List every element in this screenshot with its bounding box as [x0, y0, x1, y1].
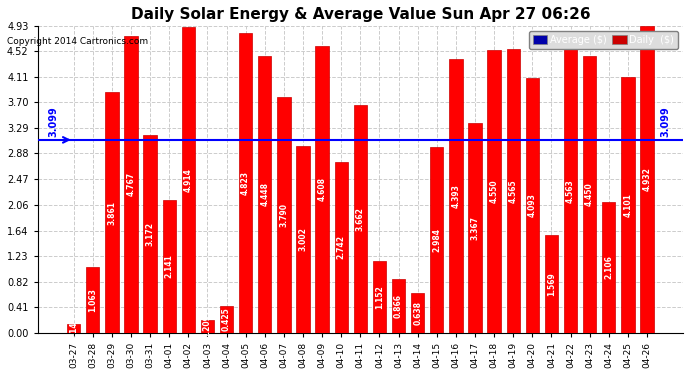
Bar — [564, 49, 578, 333]
Bar — [315, 46, 329, 333]
Text: 0.209: 0.209 — [203, 314, 212, 338]
Text: 3.099: 3.099 — [48, 106, 59, 137]
Text: 4.448: 4.448 — [260, 182, 269, 206]
Bar — [621, 78, 635, 333]
Text: 3.002: 3.002 — [299, 227, 308, 251]
Bar — [545, 235, 558, 333]
Text: 0.425: 0.425 — [222, 308, 231, 332]
Text: 4.450: 4.450 — [585, 182, 594, 206]
Text: 2.106: 2.106 — [604, 255, 613, 279]
Bar — [373, 261, 386, 333]
Text: 4.393: 4.393 — [451, 184, 460, 208]
Bar — [201, 320, 214, 333]
Text: 4.563: 4.563 — [566, 179, 575, 203]
Text: 0.149: 0.149 — [69, 316, 78, 340]
Bar — [105, 92, 119, 333]
Text: 3.861: 3.861 — [108, 201, 117, 225]
Bar — [258, 56, 271, 333]
Bar — [411, 293, 424, 333]
Text: 4.608: 4.608 — [317, 177, 326, 201]
Text: 4.767: 4.767 — [126, 172, 135, 196]
Text: 2.141: 2.141 — [165, 254, 174, 278]
Bar — [583, 56, 596, 333]
Text: 3.790: 3.790 — [279, 203, 288, 227]
Bar — [449, 59, 462, 333]
Bar — [506, 49, 520, 333]
Bar — [392, 279, 405, 333]
Text: 3.662: 3.662 — [356, 207, 365, 231]
Text: 3.099: 3.099 — [660, 106, 671, 137]
Bar — [335, 162, 348, 333]
Text: Copyright 2014 Cartronics.com: Copyright 2014 Cartronics.com — [7, 38, 148, 46]
Text: 4.550: 4.550 — [490, 179, 499, 203]
Bar — [144, 135, 157, 333]
Text: 1.063: 1.063 — [88, 288, 97, 312]
Text: 2.742: 2.742 — [337, 236, 346, 260]
Bar — [487, 50, 501, 333]
Text: 1.569: 1.569 — [547, 272, 556, 296]
Bar — [602, 202, 615, 333]
Title: Daily Solar Energy & Average Value Sun Apr 27 06:26: Daily Solar Energy & Average Value Sun A… — [130, 7, 590, 22]
Text: 4.565: 4.565 — [509, 179, 518, 203]
Bar — [163, 200, 176, 333]
Text: 1.152: 1.152 — [375, 285, 384, 309]
Bar — [526, 78, 539, 333]
Text: 4.101: 4.101 — [623, 193, 633, 217]
Bar — [181, 27, 195, 333]
Bar — [124, 36, 138, 333]
Bar — [239, 33, 253, 333]
Bar — [67, 324, 80, 333]
Text: 0.638: 0.638 — [413, 301, 422, 325]
Bar — [277, 97, 290, 333]
Bar — [86, 267, 99, 333]
Text: 4.914: 4.914 — [184, 168, 193, 192]
Text: 4.932: 4.932 — [642, 167, 651, 191]
Bar — [469, 123, 482, 333]
Text: 2.984: 2.984 — [432, 228, 442, 252]
Text: 3.367: 3.367 — [471, 216, 480, 240]
Legend: Average ($), Daily  ($): Average ($), Daily ($) — [529, 31, 678, 48]
Bar — [430, 147, 444, 333]
Bar — [354, 105, 367, 333]
Text: 0.866: 0.866 — [394, 294, 403, 318]
Bar — [296, 146, 310, 333]
Bar — [220, 306, 233, 333]
Text: 4.823: 4.823 — [241, 171, 250, 195]
Text: 3.172: 3.172 — [146, 222, 155, 246]
Text: 4.093: 4.093 — [528, 194, 537, 217]
Bar — [640, 26, 653, 333]
